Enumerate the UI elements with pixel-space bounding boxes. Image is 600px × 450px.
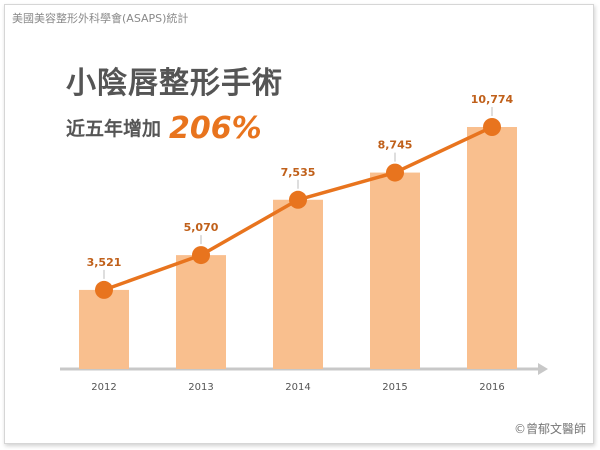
data-label-2014: 7,535 (281, 166, 316, 179)
bar-2013 (176, 255, 226, 369)
chart-subtitle: 近五年增加 206% (66, 108, 262, 146)
source-note: 美國美容整形外科學會(ASAPS)統計 (12, 12, 189, 25)
bar-2016 (467, 127, 517, 369)
x-tick-2012: 2012 (91, 382, 116, 393)
subtitle-text: 近五年增加 (66, 118, 162, 140)
point-2014 (289, 190, 307, 209)
copyright-credit: ©曾郁文醫師 (513, 422, 586, 436)
x-tick-2015: 2015 (382, 382, 407, 393)
point-2012 (95, 280, 113, 299)
data-label-2013: 5,070 (184, 221, 219, 234)
x-tick-2016: 2016 (479, 382, 504, 393)
point-2015 (386, 163, 404, 182)
data-label-2012: 3,521 (87, 256, 122, 269)
growth-percent: 206% (169, 111, 262, 146)
data-label-2015: 8,745 (378, 139, 413, 152)
bar-2012 (79, 289, 129, 369)
point-2016 (483, 118, 501, 136)
chart-title: 小陰唇整形手術 (66, 66, 283, 101)
x-tick-2013: 2013 (188, 382, 213, 393)
bar-2014 (273, 199, 323, 369)
bar-2015 (370, 172, 420, 369)
point-2013 (192, 246, 210, 265)
data-label-2016: 10,774 (471, 93, 514, 106)
x-tick-2014: 2014 (285, 382, 310, 393)
x-axis-arrow (538, 363, 548, 375)
